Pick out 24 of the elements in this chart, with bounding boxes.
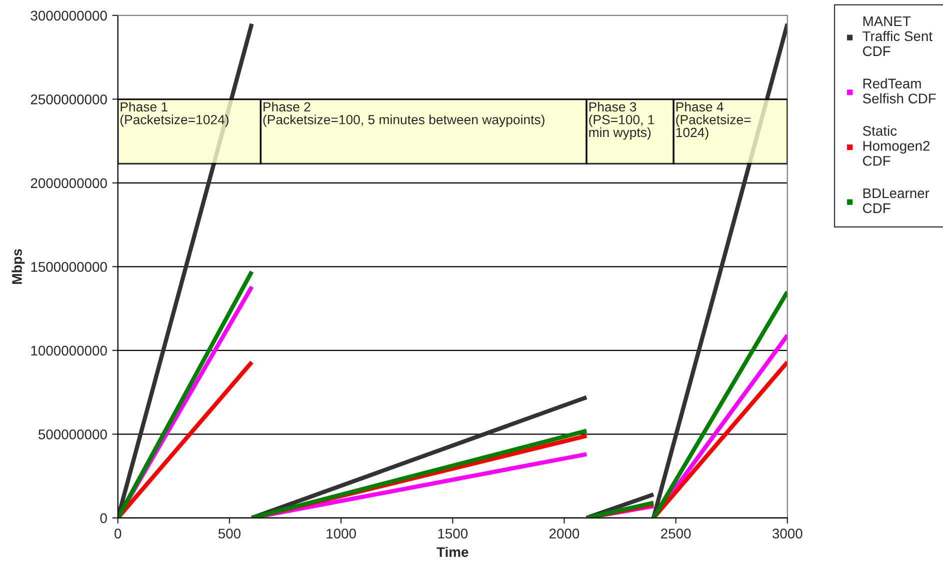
x-tick-label: 1000 <box>326 528 356 539</box>
y-tick-label: 2000000000 <box>30 178 107 188</box>
legend-label: RedTeam Selfish CDF <box>862 78 936 104</box>
y-tick-label: 1000000000 <box>31 346 107 356</box>
legend-label: Static Homogen2 CDF <box>862 126 930 166</box>
legend-label: MANET Traffic Sent CDF <box>862 16 932 56</box>
x-axis-title: Time <box>436 546 468 558</box>
y-tick-label: 2500000000 <box>30 94 107 104</box>
x-tick-label: 500 <box>218 528 241 539</box>
band-label: Phase 1 (Packetsize=1024) <box>120 102 228 127</box>
y-tick-label: 500000000 <box>38 429 107 440</box>
x-tick-label: 1500 <box>438 528 468 539</box>
legend-label: BDLearner CDF <box>863 188 930 214</box>
y-axis-title: Mbps <box>12 249 25 284</box>
x-tick-label: 2500 <box>661 528 691 539</box>
band-label: Phase 4 (Packetsize= 1024) <box>676 102 751 140</box>
x-tick-label: 3000 <box>772 528 802 539</box>
y-tick-label: 3000000000 <box>30 10 107 21</box>
band-label: Phase 2 (Packetsize=100, 5 minutes between waypoints) <box>263 102 544 127</box>
x-tick-label: 2000 <box>549 528 580 539</box>
y-tick-label: 1500000000 <box>31 262 107 272</box>
band-label: Phase 3 (PS=100, 1 min wypts) <box>589 102 654 140</box>
x-tick-label: 0 <box>114 528 122 539</box>
y-tick-label: 0 <box>100 513 107 524</box>
